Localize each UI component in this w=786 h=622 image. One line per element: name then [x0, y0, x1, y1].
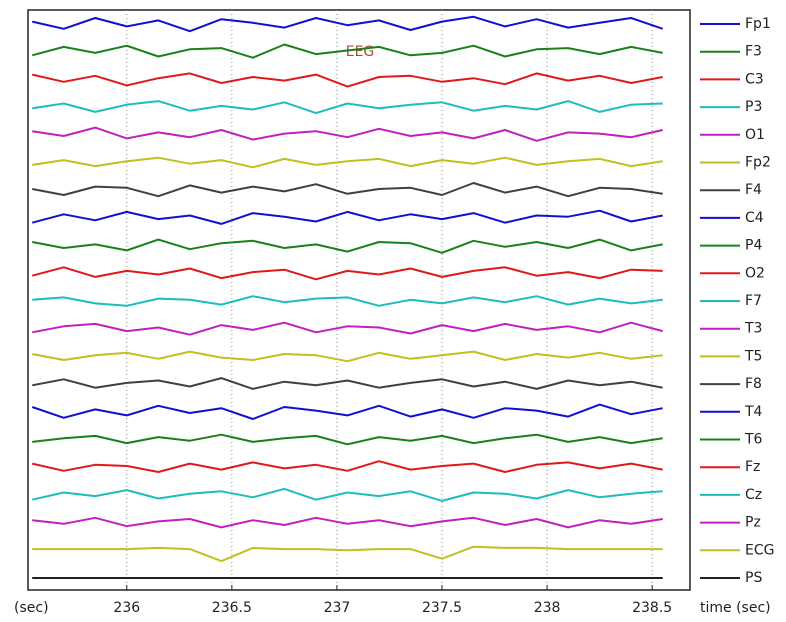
legend-label: O2: [745, 265, 765, 281]
x-tick-label: 237: [324, 600, 351, 616]
legend-label: Cz: [745, 487, 762, 503]
plot-frame: [27, 9, 691, 591]
chart-title: EEG: [346, 44, 375, 60]
trace: [32, 238, 663, 254]
legend-label: ECG: [745, 542, 774, 558]
trace: [32, 295, 663, 307]
legend-label: F8: [745, 376, 762, 392]
trace: [31, 487, 663, 502]
trace: [32, 156, 663, 169]
trace: [32, 182, 663, 198]
trace: [32, 350, 663, 363]
legend-label: Fp1: [745, 16, 771, 32]
legend-label: F3: [745, 44, 762, 60]
legend-label: O1: [745, 127, 765, 143]
x-tick-label: 238: [534, 600, 561, 616]
legend-label: F4: [745, 182, 762, 198]
trace: [31, 266, 663, 281]
legend-label: P3: [745, 99, 762, 115]
x-unit-label: (sec): [14, 600, 49, 616]
legend-label: T5: [744, 348, 762, 364]
trace: [32, 100, 663, 115]
x-tick-label: 237.5: [422, 600, 462, 616]
legend-label: T6: [744, 432, 763, 448]
trace: [31, 209, 663, 225]
x-tick-label: 236.5: [212, 600, 252, 616]
trace: [32, 433, 663, 446]
x-axis-label: time (sec): [700, 600, 771, 616]
trace: [32, 377, 663, 390]
legend-label: P4: [745, 238, 762, 254]
legend-label: Fz: [745, 459, 760, 475]
legend-label: F7: [745, 293, 762, 309]
legend-label: T3: [744, 321, 762, 337]
trace: [31, 15, 664, 33]
legend-label: Pz: [745, 515, 761, 531]
x-tick-label: 238.5: [632, 600, 672, 616]
trace: [32, 321, 663, 336]
trace: [31, 43, 663, 59]
legend-label: C4: [745, 210, 764, 226]
legend-label: PS: [745, 570, 762, 586]
trace: [31, 72, 663, 88]
trace: [32, 126, 663, 142]
trace: [32, 516, 663, 529]
x-tick-label: 236: [113, 600, 140, 616]
trace: [31, 403, 663, 420]
legend-label: Fp2: [745, 155, 771, 171]
trace: [31, 460, 663, 473]
legend-label: T4: [744, 404, 763, 420]
legend-label: C3: [745, 71, 764, 87]
trace: [32, 545, 663, 563]
